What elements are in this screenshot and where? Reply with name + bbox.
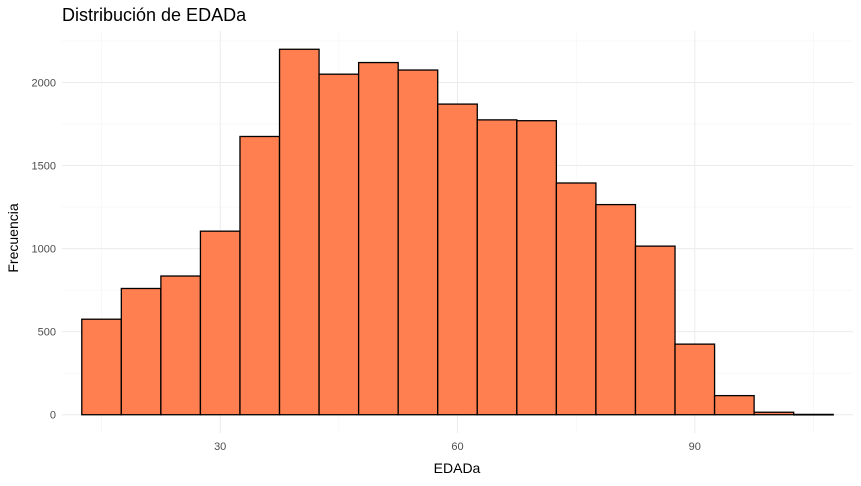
y-tick-label: 1000 bbox=[32, 244, 56, 256]
histogram-bar bbox=[357, 61, 399, 416]
x-tick-labels: 30 60 90 bbox=[214, 441, 701, 453]
y-axis-title: Frecuencia bbox=[5, 203, 21, 272]
histogram-bar bbox=[634, 245, 676, 416]
histogram-bar bbox=[595, 203, 637, 416]
chart-title: Distribución de EDADa bbox=[62, 5, 247, 25]
histogram-bar bbox=[753, 411, 795, 416]
x-tick-label: 90 bbox=[689, 441, 701, 453]
histogram-bar bbox=[437, 103, 478, 416]
y-tick-label: 2000 bbox=[32, 77, 56, 89]
histogram-bar bbox=[713, 394, 755, 416]
y-tick-label: 500 bbox=[38, 327, 56, 339]
histogram-bar bbox=[516, 120, 558, 416]
histogram-bar bbox=[397, 69, 439, 416]
x-tick-label: 60 bbox=[451, 441, 463, 453]
histogram-bar bbox=[793, 413, 834, 416]
histogram-bar bbox=[120, 287, 162, 416]
y-tick-label: 1500 bbox=[32, 161, 56, 173]
histogram-bar bbox=[278, 48, 320, 416]
y-tick-labels: 0 500 1000 1500 2000 bbox=[32, 77, 56, 421]
histogram-bar bbox=[199, 230, 241, 416]
x-tick-label: 30 bbox=[214, 441, 226, 453]
x-axis-title: EDADa bbox=[434, 460, 481, 476]
histogram-bar bbox=[81, 318, 122, 416]
histogram-bar bbox=[674, 343, 716, 416]
bars-group bbox=[81, 48, 834, 416]
histogram-bar bbox=[239, 135, 281, 416]
y-tick-label: 0 bbox=[50, 410, 56, 422]
histogram-bar bbox=[476, 119, 518, 416]
histogram-bar bbox=[555, 182, 597, 416]
histogram-bar bbox=[318, 73, 360, 416]
histogram-bar bbox=[160, 275, 202, 416]
